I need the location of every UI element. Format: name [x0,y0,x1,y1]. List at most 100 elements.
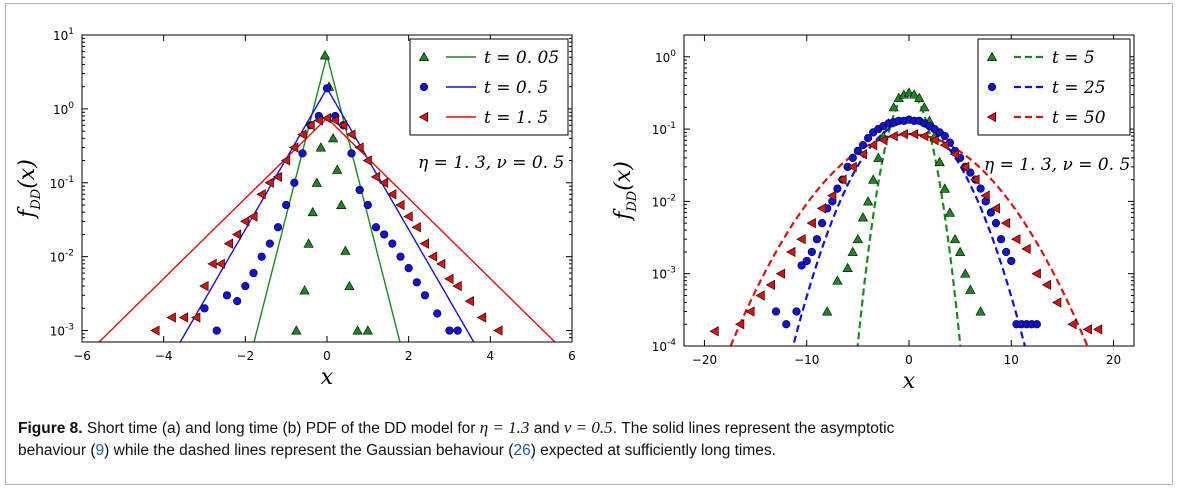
point-a-2-27 [387,189,397,200]
x-tick-label: −20 [692,353,717,367]
point-b-1-6 [812,235,822,244]
point-a-0-0 [291,325,302,335]
legend-box [977,38,1131,136]
point-b-2-10 [827,190,837,201]
point-a-0-11 [340,245,351,255]
point-b-1-41 [991,219,1001,228]
point-a-2-2 [178,312,189,323]
point-a-2-37 [476,312,487,323]
point-a-2-14 [280,155,291,166]
y-tick-label: 10-1 [50,175,74,191]
point-b-0-21 [939,183,950,193]
x-axis-label: x [903,369,916,394]
point-a-2-30 [411,222,421,233]
y-tick-label: 100 [53,101,74,117]
point-b-1-7 [817,219,827,228]
point-b-2-30 [1031,268,1041,279]
legend-label-0: t = 0. 05 [484,48,559,68]
point-a-1-9 [282,200,291,210]
point-a-2-18 [313,115,323,126]
point-a-2-23 [354,142,364,153]
legend-marker-1 [987,82,997,92]
point-b-1-10 [833,184,842,193]
point-b-2-12 [847,161,857,172]
point-b-2-3 [755,290,765,301]
point-a-1-22 [388,239,397,248]
point-a-2-26 [378,177,389,188]
y-tick-label: 101 [53,27,74,43]
point-b-2-24 [970,174,980,185]
point-b-1-43 [1002,247,1011,257]
point-b-2-5 [775,268,786,279]
point-b-1-4 [802,256,811,266]
point-a-0-2 [303,238,314,248]
point-a-2-20 [329,115,340,126]
caption-ref-26[interactable]: 26 [513,442,531,459]
point-b-0-11 [888,102,899,112]
point-b-0-7 [868,174,879,184]
point-b-2-18 [908,129,919,140]
point-b-1-49 [1032,320,1041,329]
point-b-2-31 [1041,279,1052,291]
caption-ref-9[interactable]: 9 [95,442,105,459]
caption-text-4: ) while the dashed lines represent the G… [104,442,514,459]
point-b-2-35 [1092,324,1103,335]
point-a-2-17 [305,120,315,131]
point-b-2-4 [765,279,775,291]
point-b-0-8 [873,152,884,162]
point-a-1-5 [249,268,258,278]
legend-label-2: t = 1. 5 [484,108,548,128]
x-tick-label: 2 [405,349,413,363]
point-b-2-26 [990,203,1000,214]
y-tick-label: 100 [655,49,676,65]
parameter-annotation: η = 1. 3, ν = 0. 5 [418,153,564,173]
point-b-0-22 [944,207,956,217]
y-tick-label: 10-1 [652,121,676,137]
point-a-1-19 [363,200,372,210]
point-a-2-5 [207,258,217,269]
point-a-1-2 [222,291,232,300]
point-b-0-27 [975,306,986,316]
point-b-0-6 [862,196,874,206]
x-tick-label: −10 [794,353,819,367]
data-markers [150,50,503,336]
point-b-2-34 [1082,324,1092,335]
point-b-1-3 [797,261,806,270]
data-markers [709,87,1103,337]
point-b-1-1 [782,320,791,329]
point-b-0-1 [832,275,843,285]
point-b-1-16 [863,134,873,143]
point-a-2-19 [321,113,331,124]
legend-label-0: t = 5 [1052,48,1095,68]
point-a-2-9 [240,216,250,227]
legend: t = 5 t = 25 t = 50 [977,38,1131,136]
caption-eta: η = 1.3 [479,418,530,437]
legend: t = 0. 05 t = 0. 5 t = 1. 5 [409,38,569,136]
point-a-0-14 [362,325,373,335]
caption-text-3: behaviour ( [18,442,96,459]
point-b-2-28 [1011,234,1021,245]
point-a-2-28 [395,199,405,211]
point-a-2-22 [346,129,356,140]
point-a-2-33 [436,258,446,269]
point-b-0-25 [960,268,971,278]
caption-text-1: Short time (a) and long time (b) PDF of … [82,420,480,437]
point-b-2-6 [786,246,796,258]
x-tick-label: 0 [905,353,913,367]
legend-label-1: t = 25 [1052,78,1106,98]
point-b-2-29 [1021,243,1031,255]
point-b-0-2 [842,262,853,272]
curve-a-0 [253,55,401,342]
point-b-2-23 [960,161,970,172]
point-a-1-0 [200,304,209,313]
point-b-2-25 [980,190,990,201]
point-a-1-14 [322,84,332,93]
point-b-2-33 [1067,319,1077,330]
x-tick-label: −6 [73,349,91,363]
point-a-2-21 [338,120,348,131]
caption-nu: ν = 0.5 [563,418,613,437]
y-tick-label: 10-3 [50,323,74,339]
point-a-2-6 [215,258,225,269]
x-tick-label: −4 [155,349,173,363]
